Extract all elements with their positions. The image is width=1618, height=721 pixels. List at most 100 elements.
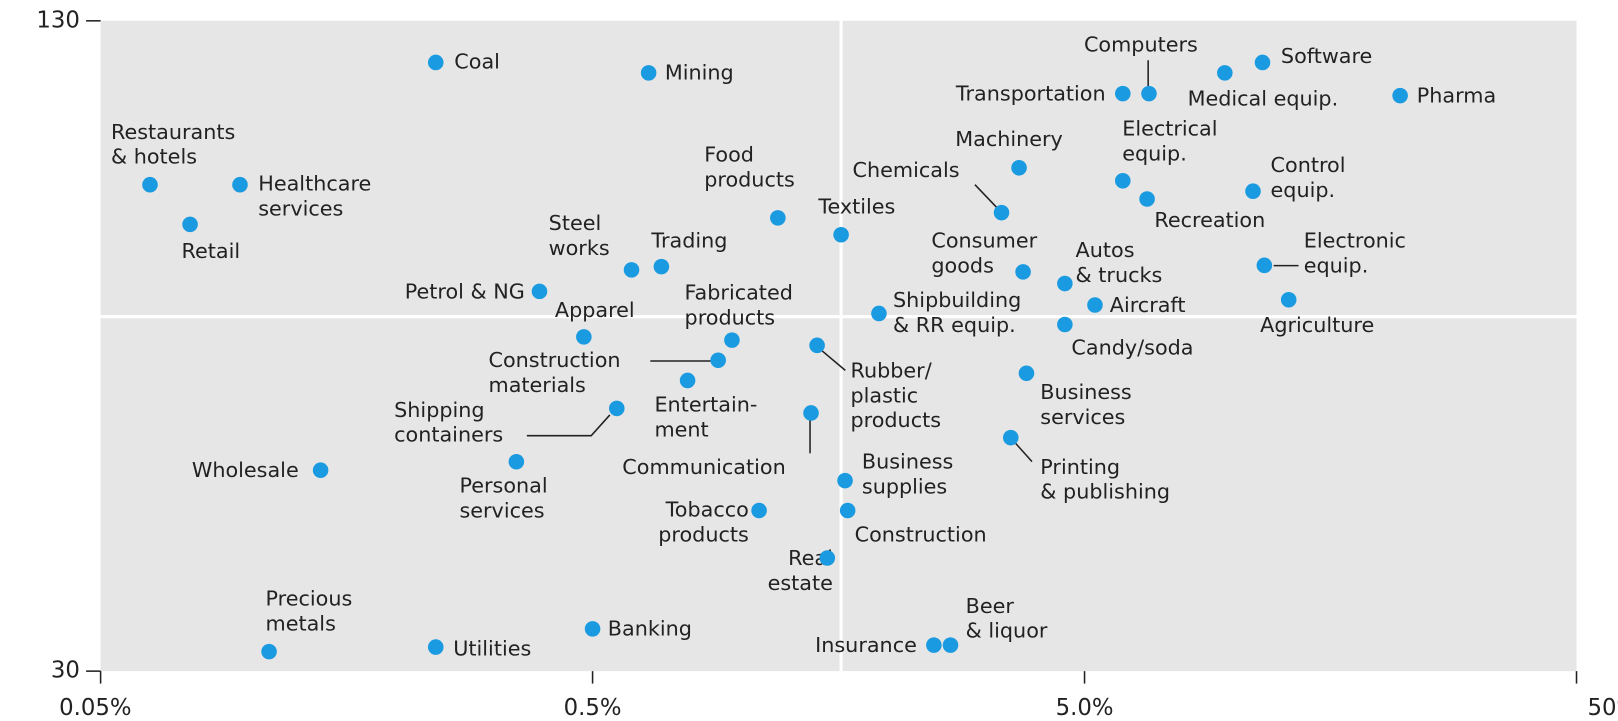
label-line: Business xyxy=(862,450,953,474)
point-label: Fabricated products xyxy=(685,281,793,330)
point xyxy=(1280,292,1297,308)
label-line: Personal xyxy=(459,474,547,498)
point xyxy=(1217,65,1233,81)
point-label: Medical equip. xyxy=(1188,87,1339,111)
point xyxy=(1057,275,1073,292)
label-line: Tobacco xyxy=(665,497,749,521)
point xyxy=(261,643,277,660)
label-line: Food xyxy=(704,143,754,167)
point xyxy=(942,637,959,653)
label-line: Steel xyxy=(549,211,602,235)
point xyxy=(312,462,329,478)
label-line: products xyxy=(685,305,776,329)
point xyxy=(751,502,767,519)
plot-background xyxy=(100,20,1577,672)
label-line: Healthcare xyxy=(258,172,371,196)
point-label: Entertain-ment xyxy=(654,393,757,442)
point-label: Precious metals xyxy=(266,587,353,636)
point-label: Steel works xyxy=(549,211,610,260)
point-label: Trading xyxy=(650,229,727,253)
label-line: services xyxy=(1040,405,1125,429)
point-label: Machinery xyxy=(955,127,1063,151)
point-label: Tobacco products xyxy=(658,497,749,546)
label-line: Rubber/ xyxy=(850,358,931,382)
label-line: Electrical xyxy=(1122,117,1217,141)
label-line: estate xyxy=(768,571,833,595)
point-label: Shipbuilding & RR equip. xyxy=(893,288,1021,337)
point-label: Real estate xyxy=(768,546,833,595)
label-line: Construction xyxy=(489,348,621,372)
point-label: Pharma xyxy=(1417,84,1496,108)
point-label: Software xyxy=(1281,44,1372,68)
point-label: Utilities xyxy=(453,636,531,660)
y-tick-label: 30 xyxy=(51,658,80,684)
point-label: Computers xyxy=(1084,33,1198,57)
point xyxy=(1115,85,1131,102)
label-line: Business xyxy=(1040,380,1131,404)
point-label: Aircraft xyxy=(1110,293,1186,317)
label-line: supplies xyxy=(862,475,947,499)
point-label: Communication xyxy=(622,455,785,479)
point-label: Personal services xyxy=(459,474,547,523)
point xyxy=(1057,316,1073,333)
point-label: Insurance xyxy=(815,633,917,657)
label-line: Printing xyxy=(1040,455,1120,479)
point xyxy=(232,176,248,193)
point xyxy=(1002,429,1019,446)
x-tick-label: 0.5% xyxy=(564,695,622,721)
point xyxy=(1245,183,1261,199)
point xyxy=(1015,264,1031,280)
points xyxy=(142,54,1408,660)
point xyxy=(679,372,696,389)
label-line: equip. xyxy=(1304,254,1369,278)
label-line: Consumer xyxy=(931,229,1037,253)
point xyxy=(1139,191,1155,207)
point xyxy=(1256,257,1273,274)
label-line: Restaurants xyxy=(111,120,235,144)
point-label: Rubber/plastic products xyxy=(850,358,941,432)
leader-line xyxy=(974,184,999,210)
point-label: Banking xyxy=(608,617,692,641)
label-line: Beer xyxy=(966,594,1015,618)
point xyxy=(993,204,1010,221)
point-label: Transportation xyxy=(955,81,1106,105)
point-label: Shipping containers xyxy=(394,398,503,447)
label-line: goods xyxy=(931,254,994,278)
label-line: & publishing xyxy=(1040,480,1170,504)
point xyxy=(1011,160,1027,176)
point-label: Electronic equip. xyxy=(1304,229,1406,278)
point xyxy=(724,332,740,348)
label-line: metals xyxy=(266,611,336,635)
point xyxy=(1087,297,1103,313)
point-label: Consumer goods xyxy=(931,229,1037,278)
point-label: Food products xyxy=(704,143,795,192)
ticks: 0.05% 0.5% 5.0% 50% 30 130 xyxy=(36,7,1618,721)
label-line: Shipping xyxy=(394,398,484,422)
point-label: Petrol & NG xyxy=(405,280,525,304)
label-line: products xyxy=(704,168,795,192)
label-line: products xyxy=(658,522,749,546)
y-tick-label: 130 xyxy=(36,7,80,33)
x-tick-label: 5.0% xyxy=(1056,695,1114,721)
label-line: Fabricated xyxy=(685,281,793,305)
label-line: products xyxy=(850,408,941,432)
point xyxy=(809,337,825,354)
point-label: Printing & publishing xyxy=(1040,455,1170,504)
point-label: Healthcare services xyxy=(258,172,371,221)
point xyxy=(839,502,856,519)
point xyxy=(182,216,198,233)
point xyxy=(770,210,786,226)
point xyxy=(1115,173,1131,189)
label-line: Precious xyxy=(266,587,353,611)
label-line: Entertain- xyxy=(654,393,757,417)
point-label: Business supplies xyxy=(862,450,953,499)
label-line: services xyxy=(459,498,544,522)
point-label: Autos & trucks xyxy=(1076,238,1163,287)
label-line: & RR equip. xyxy=(893,313,1016,337)
point-label: Business services xyxy=(1040,380,1131,429)
point xyxy=(819,550,836,566)
label-line: services xyxy=(258,197,343,221)
point xyxy=(427,639,444,655)
